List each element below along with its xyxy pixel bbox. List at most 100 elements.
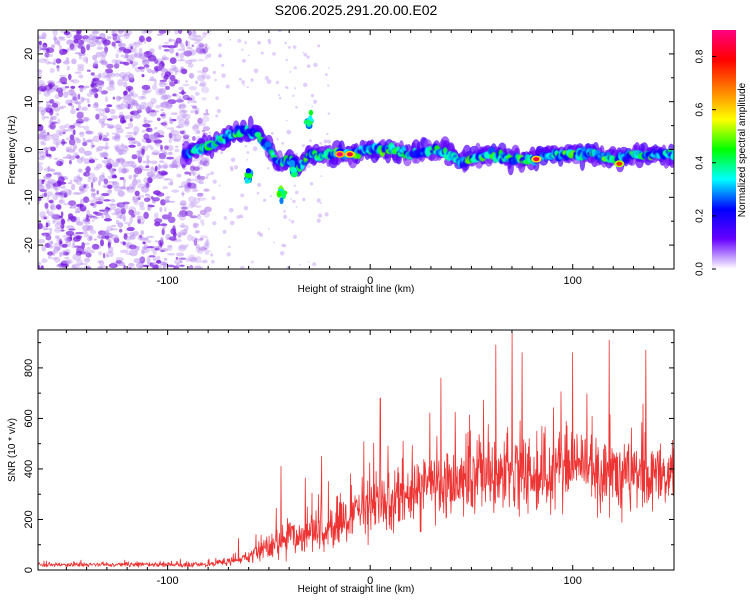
speckle bbox=[218, 184, 221, 187]
noise-blob bbox=[47, 213, 57, 217]
noise-blob bbox=[168, 38, 172, 43]
noise-blob bbox=[121, 74, 130, 82]
noise-blob bbox=[75, 101, 78, 105]
noise-blob bbox=[49, 68, 55, 73]
noise-blob bbox=[127, 137, 136, 141]
noise-blob bbox=[137, 218, 141, 224]
noise-blob bbox=[181, 68, 188, 75]
noise-blob bbox=[161, 227, 165, 231]
speckle bbox=[216, 108, 221, 114]
noise-blob bbox=[198, 155, 203, 162]
noise-blob bbox=[206, 237, 209, 244]
noise-blob bbox=[54, 192, 64, 195]
noise-blob bbox=[101, 145, 110, 149]
noise-blob bbox=[202, 160, 210, 167]
speckle bbox=[319, 202, 322, 205]
noise-blob bbox=[106, 104, 113, 108]
noise-blob bbox=[117, 190, 125, 197]
noise-blob bbox=[126, 131, 135, 135]
speckle bbox=[271, 132, 274, 135]
noise-blob bbox=[149, 111, 157, 117]
noise-blob bbox=[50, 213, 57, 220]
speckle bbox=[288, 219, 291, 221]
noise-blob bbox=[154, 126, 158, 130]
noise-blob bbox=[123, 30, 133, 36]
noise-blob bbox=[49, 185, 55, 189]
noise-blob bbox=[123, 81, 128, 88]
noise-blob bbox=[68, 73, 72, 81]
speckle bbox=[283, 214, 288, 219]
noise-blob bbox=[106, 63, 114, 69]
noise-blob bbox=[197, 74, 206, 82]
noise-blob bbox=[44, 202, 49, 209]
noise-blob bbox=[170, 126, 174, 133]
noise-blob bbox=[49, 99, 55, 104]
noise-blob bbox=[47, 254, 52, 260]
speckle bbox=[285, 119, 288, 122]
noise-blob bbox=[129, 249, 138, 257]
noise-blob bbox=[189, 109, 197, 114]
noise-blob bbox=[88, 213, 93, 219]
noise-blob bbox=[103, 199, 111, 202]
noise-blob bbox=[175, 256, 179, 260]
noise-blob bbox=[126, 54, 133, 62]
noise-blob bbox=[68, 228, 76, 231]
noise-blob bbox=[197, 213, 201, 216]
noise-blob bbox=[85, 214, 89, 221]
noise-blob bbox=[161, 45, 171, 48]
noise-blob bbox=[205, 173, 209, 179]
noise-blob bbox=[123, 233, 128, 240]
noise-blob bbox=[201, 157, 207, 164]
noise-blob bbox=[196, 44, 204, 51]
noise-blob bbox=[128, 43, 134, 49]
noise-blob bbox=[82, 35, 90, 40]
speckle bbox=[317, 213, 323, 218]
noise-blob bbox=[76, 221, 84, 226]
noise-blob bbox=[92, 54, 98, 61]
noise-blob bbox=[115, 219, 120, 225]
speckle bbox=[306, 164, 311, 169]
noise-blob bbox=[118, 50, 124, 53]
noise-blob bbox=[143, 133, 150, 140]
noise-blob bbox=[103, 208, 109, 216]
noise-blob bbox=[170, 129, 180, 136]
noise-blob bbox=[203, 32, 211, 35]
speckle bbox=[266, 79, 272, 84]
noise-blob bbox=[198, 178, 204, 185]
noise-blob bbox=[91, 243, 100, 250]
noise-blob bbox=[52, 62, 56, 65]
noise-blob bbox=[101, 215, 105, 219]
noise-blob bbox=[118, 42, 123, 47]
speckle bbox=[263, 198, 267, 202]
noise-blob bbox=[146, 160, 152, 164]
noise-blob bbox=[128, 73, 135, 81]
noise-blob bbox=[97, 112, 105, 117]
noise-blob bbox=[154, 132, 158, 140]
noise-blob bbox=[75, 250, 83, 256]
noise-blob bbox=[146, 155, 150, 160]
noise-blob bbox=[92, 30, 99, 35]
noise-blob bbox=[158, 45, 162, 50]
noise-blob bbox=[137, 142, 142, 147]
noise-blob bbox=[108, 264, 114, 268]
noise-blob bbox=[50, 205, 55, 210]
noise-blob bbox=[179, 264, 185, 267]
noise-blob bbox=[115, 127, 124, 134]
noise-blob bbox=[69, 98, 78, 104]
noise-blob bbox=[129, 111, 135, 115]
noise-blob bbox=[201, 115, 210, 123]
noise-blob bbox=[95, 108, 104, 112]
noise-blob bbox=[79, 86, 84, 93]
noise-blob bbox=[41, 179, 45, 184]
noise-blob bbox=[158, 157, 166, 160]
noise-blob bbox=[93, 101, 99, 107]
noise-blob bbox=[168, 138, 173, 144]
noise-blob bbox=[106, 118, 113, 121]
speckle bbox=[316, 198, 321, 203]
noise-blob bbox=[178, 185, 184, 188]
noise-blob bbox=[113, 186, 122, 192]
noise-blob bbox=[80, 191, 85, 194]
noise-blob bbox=[120, 160, 130, 168]
noise-blob bbox=[76, 108, 80, 111]
